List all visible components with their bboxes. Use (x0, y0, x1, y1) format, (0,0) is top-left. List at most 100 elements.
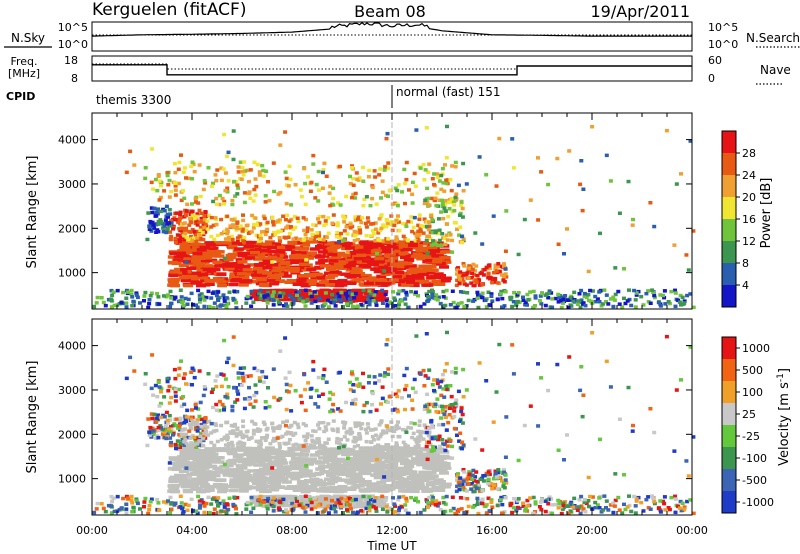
power-cell (301, 216, 306, 220)
power-cell (176, 167, 181, 171)
power-cell (403, 297, 408, 301)
velocity-cell (378, 373, 383, 377)
velocity-cell (168, 425, 173, 429)
velocity-cell (481, 479, 486, 483)
power-cell (361, 256, 372, 261)
power-cell (244, 272, 255, 276)
velocity-cell (184, 382, 188, 386)
velocity-cell (265, 484, 276, 488)
velocity-cell (261, 380, 266, 384)
velocity-cell (167, 384, 172, 389)
power-cell (101, 300, 106, 305)
velocity-cell (183, 437, 188, 442)
velocity-cell (504, 481, 509, 485)
power-cell (448, 232, 453, 237)
power-cell (265, 301, 270, 305)
power-cell (353, 290, 364, 295)
velocity-cell (480, 488, 485, 493)
power-cell (374, 260, 385, 264)
power-cell (173, 255, 184, 259)
velocity-cell (335, 436, 340, 441)
velocity-cell (455, 478, 459, 482)
velocity-cell (263, 438, 268, 443)
power-cell (334, 295, 339, 299)
power-cell (263, 200, 268, 204)
velocity-cell (289, 460, 300, 464)
power-cell (249, 250, 260, 255)
power-cell (252, 160, 257, 165)
velocity-cell (393, 392, 398, 396)
power-cell (319, 295, 330, 299)
power-cell (201, 294, 206, 299)
power-cell (156, 229, 161, 234)
power-cell (217, 193, 222, 198)
power-cell (256, 270, 267, 274)
velocity-cell (217, 408, 222, 413)
power-cell (460, 215, 465, 219)
power-cell (208, 246, 219, 250)
velocity-cell (194, 420, 199, 425)
velocity-cell (252, 393, 257, 398)
velocity-cell (178, 442, 183, 446)
power-cell (240, 264, 251, 269)
velocity-cell (361, 371, 365, 376)
power-cell (447, 207, 452, 211)
velocity-cell (453, 371, 458, 375)
power-cell (503, 290, 508, 294)
power-cell (236, 165, 241, 169)
velocity-cell (397, 434, 402, 439)
power-cell (166, 293, 170, 297)
velocity-cell (364, 439, 369, 444)
power-cell (244, 224, 249, 228)
velocity-cell (317, 394, 321, 398)
velocity-cell (150, 416, 155, 421)
velocity-cell (242, 441, 247, 446)
power-cell (220, 196, 225, 201)
power-cell (470, 276, 474, 280)
power-cell (197, 293, 202, 297)
power-cell (326, 216, 331, 220)
power-cell (604, 300, 608, 304)
velocity-cell (351, 499, 362, 504)
power-colorbar-tick-label-6: 28 (742, 147, 756, 160)
velocity-cell (237, 466, 248, 470)
power-cell (353, 196, 358, 200)
velocity-cell (423, 489, 434, 493)
velocity-cell (411, 479, 422, 483)
power-cell (359, 303, 364, 307)
power-cell (558, 293, 563, 298)
power-cell (289, 203, 294, 207)
velocity-cell (178, 447, 189, 451)
velocity-cell (288, 431, 293, 435)
power-cell (404, 224, 409, 228)
power-cell (303, 181, 308, 186)
power-cell (214, 264, 225, 268)
velocity-cell (315, 467, 326, 471)
velocity-cell (404, 366, 409, 371)
power-cell (493, 265, 498, 270)
velocity-cell (466, 504, 471, 509)
velocity-cell (288, 383, 293, 388)
power-cell (183, 283, 194, 288)
power-cell (353, 218, 358, 223)
velocity-cell (304, 442, 309, 447)
power-cell (462, 305, 467, 309)
power-cell (511, 299, 516, 304)
velocity-cell (432, 481, 442, 485)
power-cell (502, 262, 506, 266)
power-cell (630, 223, 635, 227)
velocity-cell (373, 381, 378, 385)
power-cell (207, 304, 212, 309)
velocity-cell (186, 382, 191, 387)
velocity-cell (352, 503, 362, 507)
velocity-cell (227, 458, 238, 463)
power-cell (561, 295, 566, 299)
power-cell (288, 177, 293, 182)
power-cell (364, 195, 369, 199)
velocity-cell (182, 476, 193, 480)
velocity-cell (357, 432, 362, 437)
velocity-cell (351, 389, 356, 393)
power-cell (329, 279, 339, 284)
power-cell (502, 264, 507, 269)
power-cell (147, 227, 152, 231)
